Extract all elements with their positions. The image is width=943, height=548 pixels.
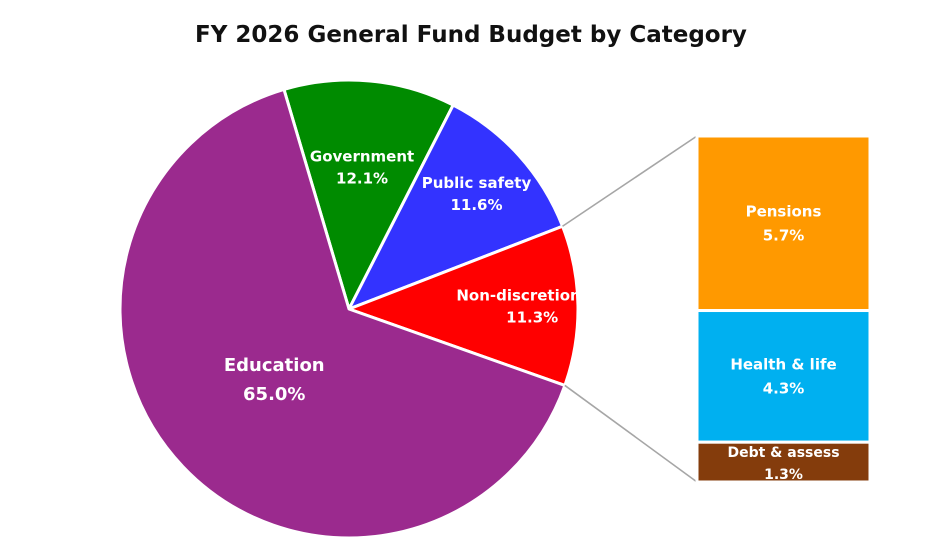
data-label-debt-and-assess: Debt & assess 1.3% (727, 445, 839, 483)
pie-slice-education (118, 87, 567, 540)
data-label-government: Government 12.1% (310, 148, 414, 188)
data-label-non-discretionary: Non-discretionary 11.3% (456, 286, 608, 326)
bar-segment-pensions (695, 134, 872, 313)
data-label-public-safety: Public safety 11.6% (422, 174, 532, 214)
breakout-connectors (562, 135, 698, 483)
data-label-health-and-life: Health & life 4.3% (730, 355, 836, 397)
breakout-bar (695, 134, 872, 484)
connector-line-bottom (564, 384, 698, 483)
pie-slices (118, 78, 580, 540)
connector-line-top (562, 135, 698, 227)
pie-slice-non-discretionary (347, 224, 580, 387)
pie-slice-public-safety (347, 103, 565, 311)
bar-segment-debt-and-assess (695, 440, 872, 484)
data-label-pensions: Pensions 5.7% (746, 202, 822, 244)
data-labels: Government 12.1% Public safety 11.6% Non-dis… (224, 148, 840, 483)
data-label-education: Education 65.0% (224, 355, 325, 405)
chart-title: FY 2026 General Fund Budget by Category (195, 22, 747, 48)
pie-slice-government (282, 78, 455, 311)
bar-segment-health-and-life (695, 309, 872, 444)
